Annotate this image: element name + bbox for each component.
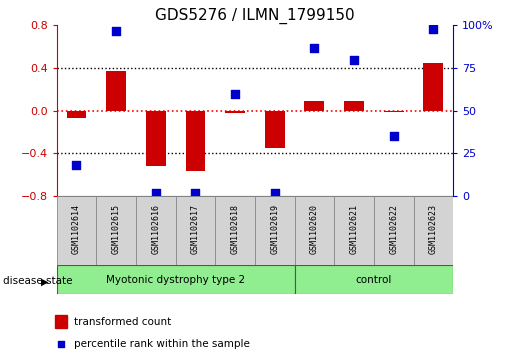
Text: percentile rank within the sample: percentile rank within the sample: [74, 339, 249, 349]
Text: GSM1102623: GSM1102623: [429, 204, 438, 254]
Bar: [215, 196, 255, 265]
Bar: [344, 101, 364, 111]
Text: transformed count: transformed count: [74, 317, 171, 327]
Point: [57, 341, 65, 347]
Bar: [295, 196, 334, 265]
Bar: [304, 101, 324, 111]
Point: [72, 162, 80, 168]
Text: GSM1102620: GSM1102620: [310, 204, 319, 254]
Text: control: control: [356, 274, 392, 285]
Bar: [185, 111, 205, 171]
Text: GSM1102619: GSM1102619: [270, 204, 279, 254]
Bar: [255, 196, 295, 265]
Bar: [265, 111, 285, 148]
Bar: [146, 111, 166, 166]
Point: [151, 190, 160, 196]
Bar: [57, 196, 96, 265]
Point: [271, 190, 279, 196]
Text: disease state: disease state: [3, 276, 72, 286]
Bar: [414, 196, 453, 265]
Bar: [374, 196, 414, 265]
Text: GSM1102616: GSM1102616: [151, 204, 160, 254]
Bar: [96, 196, 136, 265]
Bar: [66, 111, 87, 118]
Bar: [136, 196, 176, 265]
Point: [389, 133, 398, 139]
Bar: [56, 315, 67, 329]
Point: [350, 57, 358, 62]
Point: [231, 91, 239, 97]
Bar: [106, 71, 126, 111]
Bar: [384, 111, 404, 112]
Text: GSM1102615: GSM1102615: [112, 204, 121, 254]
Bar: [423, 63, 443, 111]
Title: GDS5276 / ILMN_1799150: GDS5276 / ILMN_1799150: [155, 8, 355, 24]
Text: GSM1102617: GSM1102617: [191, 204, 200, 254]
Bar: [334, 196, 374, 265]
Text: GSM1102618: GSM1102618: [231, 204, 239, 254]
Text: GSM1102622: GSM1102622: [389, 204, 398, 254]
Text: Myotonic dystrophy type 2: Myotonic dystrophy type 2: [106, 274, 245, 285]
Point: [191, 190, 199, 196]
Bar: [295, 265, 453, 294]
Text: GSM1102621: GSM1102621: [350, 204, 358, 254]
Point: [429, 26, 437, 32]
Point: [112, 28, 120, 33]
Bar: [225, 111, 245, 113]
Bar: [176, 196, 215, 265]
Point: [310, 45, 318, 50]
Text: GSM1102614: GSM1102614: [72, 204, 81, 254]
Text: ▶: ▶: [41, 276, 49, 286]
Bar: [57, 265, 295, 294]
